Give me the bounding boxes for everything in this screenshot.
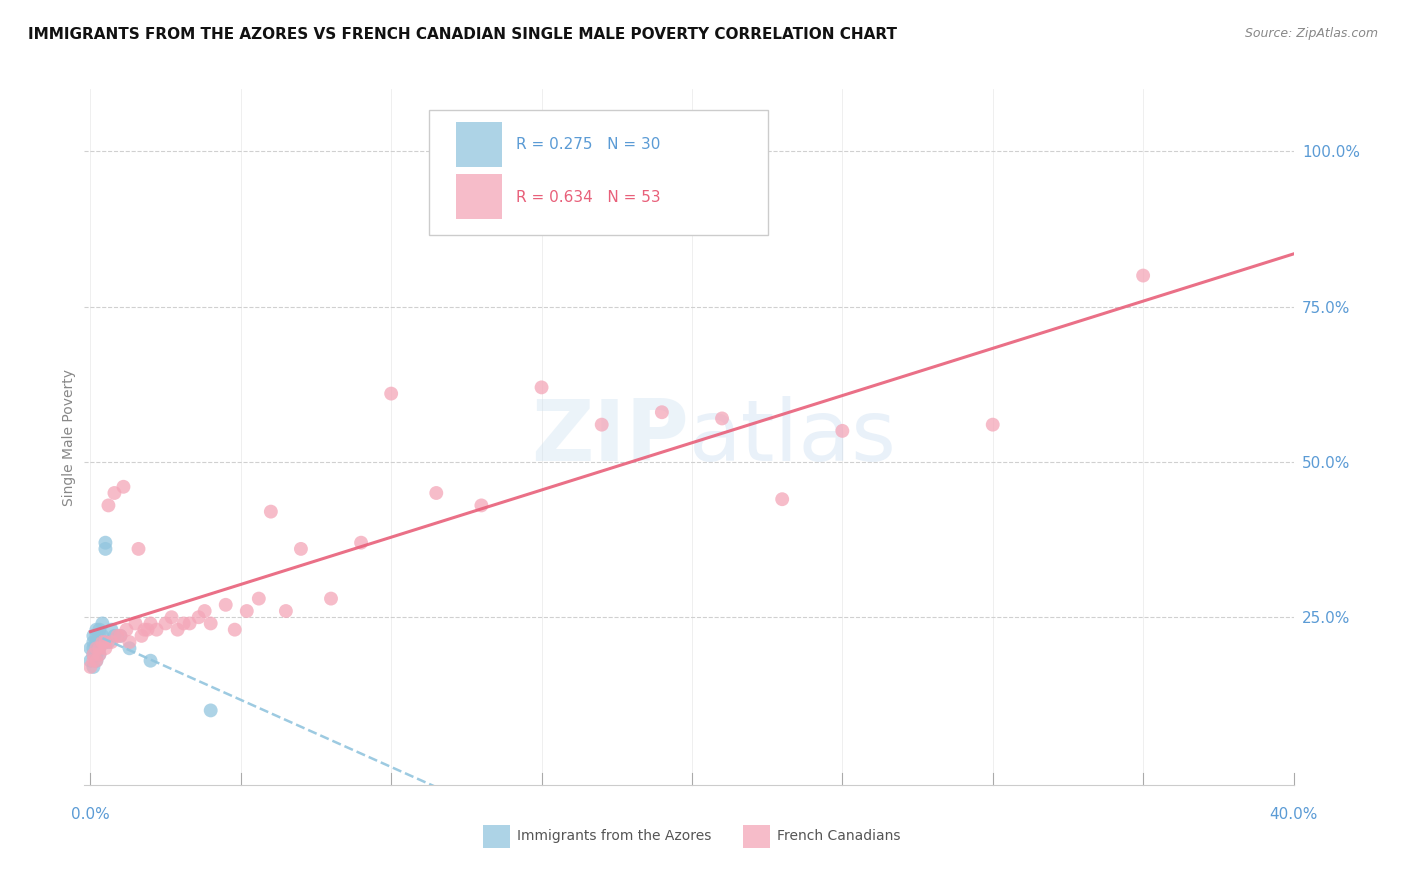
Point (82, 648, 104, 662)
Point (470, 499, 492, 513)
Point (89, 641, 111, 656)
Bar (484, 824, 510, 847)
Point (94, 541, 117, 556)
Point (247, 591, 270, 606)
Point (128, 541, 150, 556)
Point (94, 641, 117, 656)
Point (260, 505, 283, 519)
Point (82, 660, 104, 674)
Text: Immigrants from the Azores: Immigrants from the Azores (517, 829, 711, 843)
Point (981, 417, 1004, 432)
Point (831, 424, 853, 438)
FancyBboxPatch shape (429, 110, 768, 235)
Point (118, 635, 141, 649)
Point (82, 635, 104, 649)
Point (530, 380, 553, 394)
Text: R = 0.634   N = 53: R = 0.634 N = 53 (516, 190, 661, 205)
Point (94, 535, 117, 549)
Point (89, 641, 111, 656)
Point (89, 629, 111, 643)
Point (134, 623, 156, 637)
Bar (456, 122, 502, 167)
Point (86, 641, 108, 656)
Point (166, 623, 188, 637)
Point (86, 623, 108, 637)
Point (110, 629, 132, 643)
Point (110, 629, 132, 643)
Point (100, 623, 122, 637)
Point (82, 648, 104, 662)
Point (179, 616, 201, 631)
Point (103, 629, 125, 643)
Point (131, 629, 153, 643)
Point (91, 616, 114, 631)
Point (1132, 268, 1154, 283)
Point (290, 541, 312, 556)
Point (770, 492, 793, 507)
Point (103, 486, 125, 500)
Point (89, 635, 111, 649)
Point (91, 629, 114, 643)
Point (89, 648, 111, 662)
Point (145, 623, 167, 637)
Bar (456, 174, 502, 219)
Point (200, 703, 222, 717)
Point (139, 654, 162, 668)
Text: atlas: atlas (689, 395, 897, 479)
Point (91, 635, 114, 649)
Point (100, 635, 122, 649)
Point (274, 604, 297, 618)
Point (86, 635, 108, 649)
Y-axis label: Single Male Poverty: Single Male Poverty (62, 368, 76, 506)
Point (86, 648, 108, 662)
Point (380, 386, 402, 401)
Text: 0.0%: 0.0% (70, 806, 110, 822)
Point (118, 641, 141, 656)
Point (155, 616, 177, 631)
Point (97, 499, 120, 513)
Point (79, 654, 101, 668)
Point (94, 635, 117, 649)
Point (91, 635, 114, 649)
Point (187, 610, 209, 624)
Point (651, 405, 673, 419)
Point (82, 629, 104, 643)
Text: ZIP: ZIP (531, 395, 689, 479)
Text: IMMIGRANTS FROM THE AZORES VS FRENCH CANADIAN SINGLE MALE POVERTY CORRELATION CH: IMMIGRANTS FROM THE AZORES VS FRENCH CAN… (28, 27, 897, 42)
Point (319, 591, 342, 606)
Point (139, 616, 162, 631)
Point (160, 610, 183, 624)
Text: French Canadians: French Canadians (778, 829, 901, 843)
Point (82, 641, 104, 656)
Bar (744, 824, 770, 847)
Point (112, 480, 135, 494)
Point (173, 616, 195, 631)
Text: 40.0%: 40.0% (1270, 806, 1317, 822)
Text: R = 0.275   N = 30: R = 0.275 N = 30 (516, 137, 661, 153)
Point (86, 629, 108, 643)
Point (79, 660, 101, 674)
Point (215, 598, 238, 612)
Point (97, 635, 120, 649)
Point (236, 604, 259, 618)
Point (711, 411, 734, 425)
Point (107, 629, 129, 643)
Point (89, 648, 111, 662)
Point (124, 616, 146, 631)
Point (86, 654, 108, 668)
Point (224, 623, 246, 637)
Point (194, 604, 217, 618)
Point (82, 654, 104, 668)
Point (425, 486, 447, 500)
Point (591, 417, 613, 432)
Point (200, 616, 222, 631)
Point (350, 535, 373, 549)
Point (115, 623, 138, 637)
Text: Source: ZipAtlas.com: Source: ZipAtlas.com (1244, 27, 1378, 40)
Point (136, 623, 159, 637)
Point (86, 641, 108, 656)
Point (79, 641, 101, 656)
Point (89, 623, 111, 637)
Point (86, 654, 108, 668)
